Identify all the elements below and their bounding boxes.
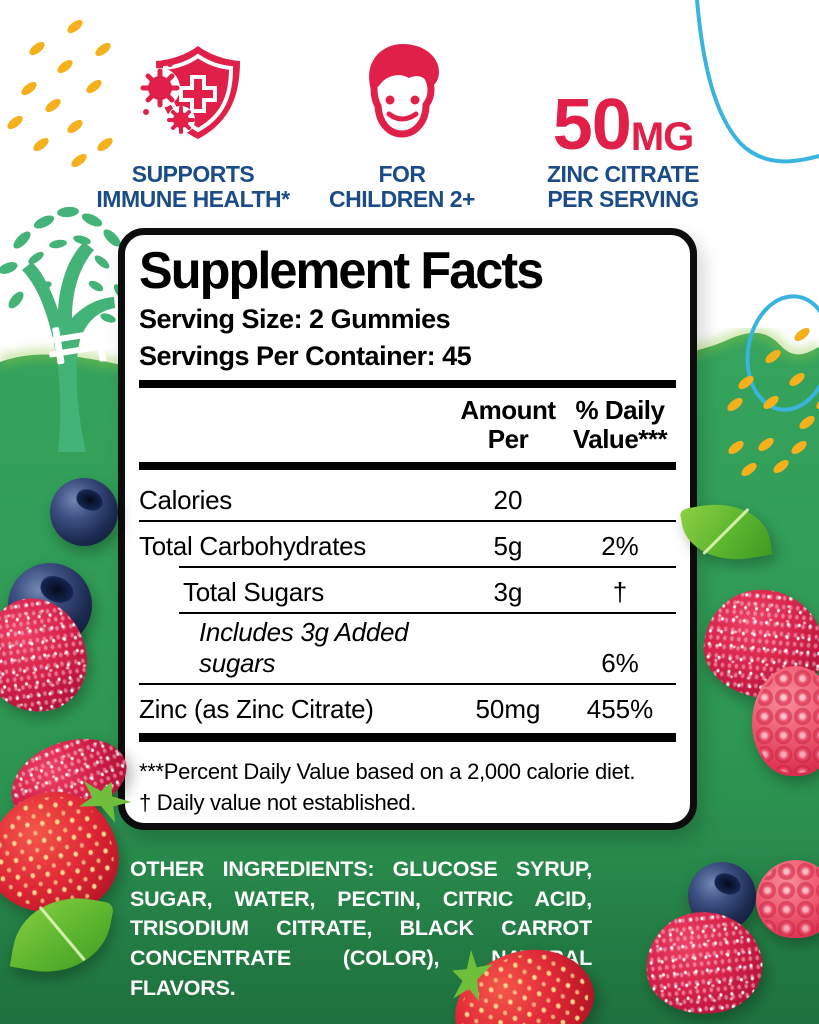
blue-ring xyxy=(745,294,819,412)
serving-size: Serving Size: 2 Gummies xyxy=(139,304,451,335)
blueberry-image xyxy=(50,478,118,546)
column-header-amount: Amount Per xyxy=(460,394,556,455)
nutrient-daily-value: 6% xyxy=(601,648,639,679)
raspberry-image xyxy=(752,666,819,776)
facts-table: Calories 20 Total Carbohydrates 5g 2% To… xyxy=(139,476,676,729)
footnote-daily-value: ***Percent Daily Value based on a 2,000 … xyxy=(139,759,636,785)
footnotes: ***Percent Daily Value based on a 2,000 … xyxy=(139,756,676,818)
dose-text: 50 MG xyxy=(528,36,718,165)
badge-dose-label: ZINC CITRATE PER SERVING xyxy=(528,161,718,213)
child-face-icon xyxy=(312,36,492,156)
nutrient-daily-value: 455% xyxy=(586,694,654,725)
badge-children: FOR CHILDREN 2+ xyxy=(312,36,492,213)
badge-text-line: IMMUNE HEALTH* xyxy=(96,186,290,213)
fence-illustration xyxy=(46,324,113,365)
blue-curve-line xyxy=(695,0,819,164)
benefit-badges-row: SUPPORTS IMMUNE HEALTH* FOR CHILDREN 2+ xyxy=(0,36,819,226)
nutrient-name: Calories xyxy=(139,485,232,516)
thin-divider xyxy=(139,520,676,523)
thin-divider xyxy=(179,566,676,569)
thick-divider xyxy=(139,733,676,743)
badge-text-line: SUPPORTS xyxy=(131,161,255,187)
badge-text-line: FOR xyxy=(378,161,426,187)
table-header: Amount Per % Daily Value*** xyxy=(139,394,676,455)
nutrient-name: Total Sugars xyxy=(183,577,324,608)
raspberry-image xyxy=(756,860,819,938)
badge-immune-label: SUPPORTS IMMUNE HEALTH* xyxy=(88,161,298,213)
table-row: Zinc (as Zinc Citrate) 50mg 455% xyxy=(139,685,676,729)
thick-divider xyxy=(139,462,676,471)
badge-dose: 50 MG ZINC CITRATE PER SERVING xyxy=(528,36,718,213)
table-row: Calories 20 xyxy=(139,476,676,520)
table-row: Includes 3g Added sugars 6% xyxy=(139,614,676,683)
nutrient-name: Total Carbohydrates xyxy=(139,531,366,562)
badge-text-line: CHILDREN 2+ xyxy=(329,186,475,213)
nutrient-amount: 5g xyxy=(493,531,523,562)
badge-text-line: ZINC CITRATE xyxy=(546,161,700,187)
badge-text-line: PER SERVING xyxy=(547,186,699,213)
thin-divider xyxy=(139,683,676,686)
nutrient-amount: 50mg xyxy=(475,694,541,725)
dose-value: 50 xyxy=(552,84,632,165)
dose-unit: MG xyxy=(630,115,694,159)
badge-children-label: FOR CHILDREN 2+ xyxy=(312,161,492,213)
footnote-dagger: † Daily value not established. xyxy=(139,790,417,816)
nutrient-name: Zinc (as Zinc Citrate) xyxy=(139,694,374,725)
nutrient-name: Includes 3g Added sugars xyxy=(199,617,409,679)
badge-immune-health: SUPPORTS IMMUNE HEALTH* xyxy=(88,36,298,213)
thin-divider xyxy=(179,612,676,615)
immune-shield-icon xyxy=(88,36,298,156)
nutrient-daily-value: † xyxy=(612,577,628,608)
column-header-daily-value: % Daily Value*** xyxy=(572,394,668,455)
table-row: Total Sugars 3g † xyxy=(139,568,676,612)
table-row: Total Carbohydrates 5g 2% xyxy=(139,522,676,566)
supplement-facts-panel: Supplement Facts Serving Size: 2 Gummies… xyxy=(118,228,697,830)
panel-title: Supplement Facts xyxy=(139,242,544,300)
nutrient-amount: 3g xyxy=(493,577,523,608)
other-ingredients-label: OTHER INGREDIENTS: xyxy=(130,857,375,881)
nutrient-amount: 20 xyxy=(493,485,523,516)
nutrient-daily-value: 2% xyxy=(601,531,639,562)
thick-divider xyxy=(139,379,676,388)
servings-per-container: Servings Per Container: 45 xyxy=(139,340,472,371)
